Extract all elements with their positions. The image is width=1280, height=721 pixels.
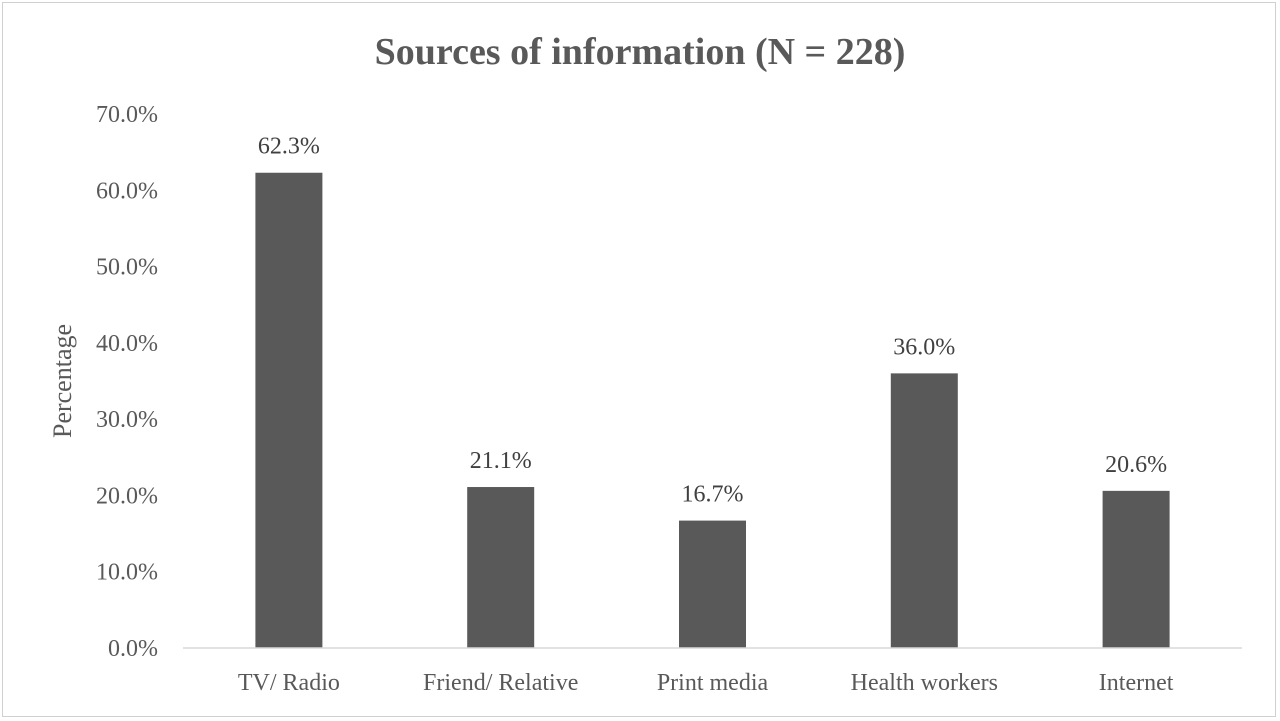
data-label: 21.1% (470, 448, 532, 474)
bar (679, 520, 746, 648)
y-tick-label: 40.0% (96, 331, 158, 357)
bar (890, 373, 958, 648)
y-tick-label: 70.0% (96, 102, 158, 128)
bar (467, 487, 535, 648)
data-label: 20.6% (1105, 452, 1167, 478)
y-tick-label: 50.0% (96, 255, 158, 281)
x-category-label: Health workers (851, 670, 998, 696)
data-labels-group: 62.3% 21.1% 16.7% 36.0% 20.6% (258, 134, 1167, 508)
y-axis-ticks: 0.0% 10.0% 20.0% 30.0% 40.0% 50.0% 60.0% 70.0% (96, 102, 158, 662)
data-label: 16.7% (682, 482, 744, 508)
bar (1102, 490, 1170, 648)
x-category-label: Print media (657, 670, 769, 696)
y-tick-label: 60.0% (96, 178, 158, 204)
bar (255, 172, 323, 649)
x-category-label: Friend/ Relative (423, 670, 578, 696)
y-tick-label: 0.0% (108, 636, 158, 662)
x-category-label: TV/ Radio (238, 670, 340, 696)
bars-group (255, 172, 1170, 649)
y-tick-label: 30.0% (96, 407, 158, 433)
chart-title: Sources of information (N = 228) (375, 31, 906, 73)
y-tick-label: 10.0% (96, 560, 158, 586)
y-axis-title: Percentage (48, 324, 77, 438)
x-axis-categories: TV/ Radio Friend/ Relative Print media Heal… (238, 670, 1174, 696)
data-label: 36.0% (893, 334, 955, 360)
x-category-label: Internet (1099, 670, 1174, 696)
y-tick-label: 20.0% (96, 483, 158, 509)
data-label: 62.3% (258, 134, 320, 160)
